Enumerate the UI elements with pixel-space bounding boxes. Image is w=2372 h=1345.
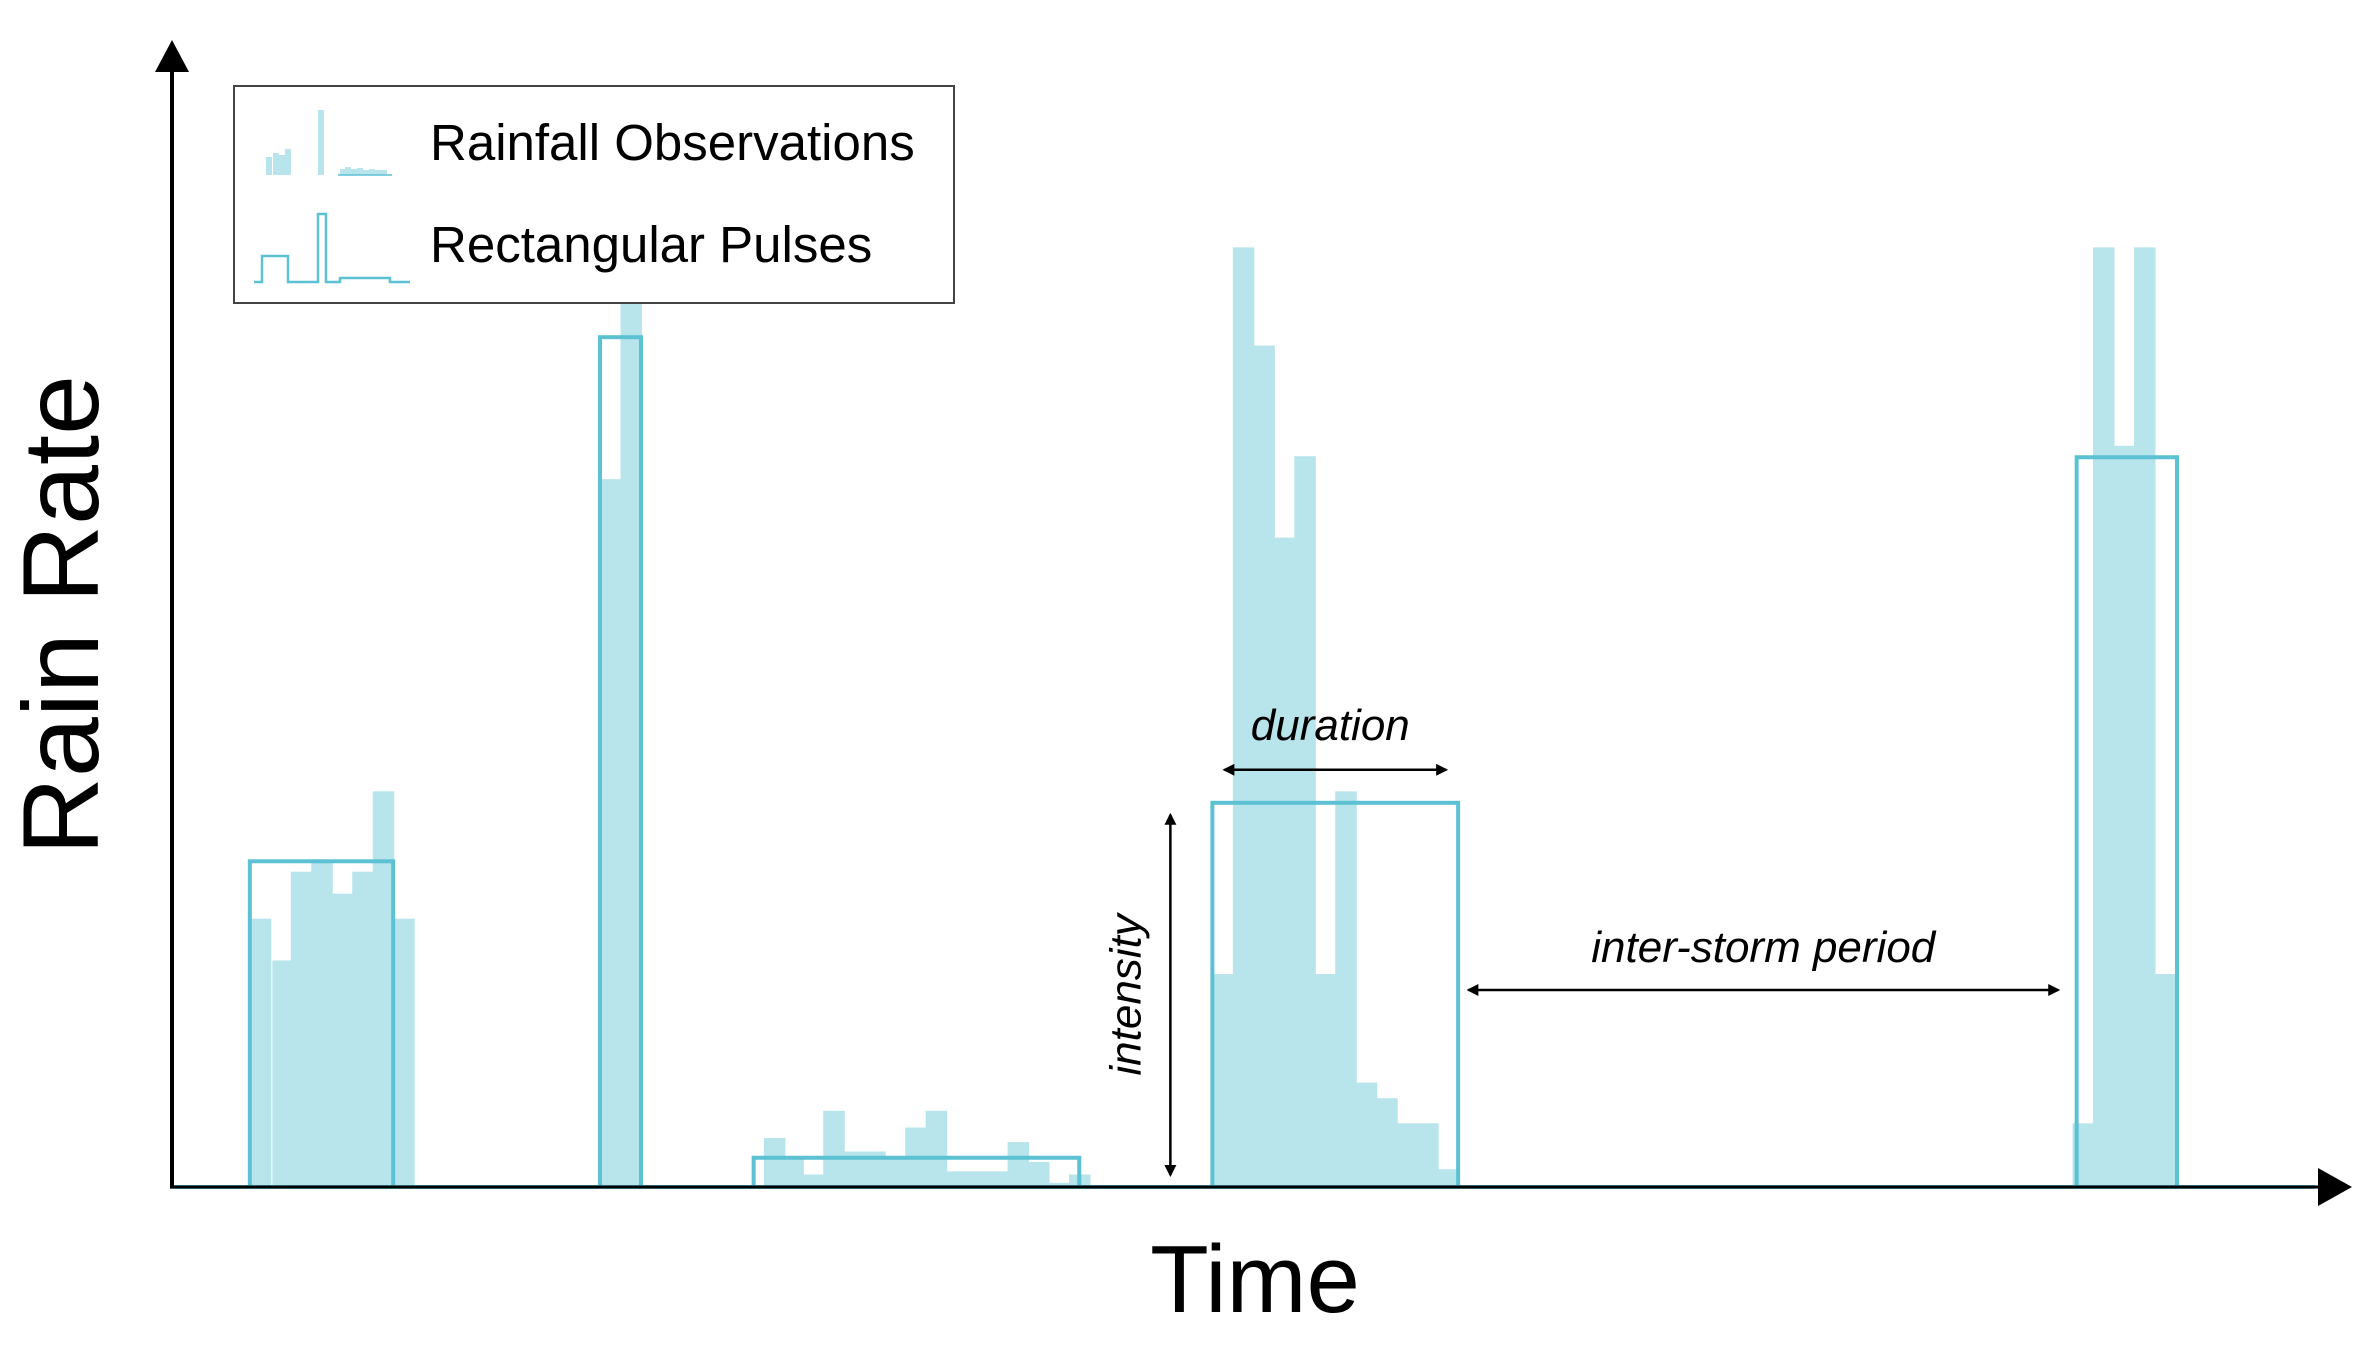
inter-storm-label: inter-storm period <box>1591 923 1937 972</box>
observation-bar-35 <box>1396 1123 1419 1187</box>
observation-bar-2 <box>290 871 313 1187</box>
y-axis-label: Rain Rate <box>0 375 121 855</box>
legend-mini-bar-5 <box>340 169 346 175</box>
observation-bar-24 <box>1048 1182 1071 1187</box>
observation-bar-8 <box>600 479 622 1188</box>
legend-mini-bar-10 <box>369 169 375 175</box>
observation-bar-30 <box>1294 456 1316 1187</box>
observation-bar-32 <box>1335 791 1357 1187</box>
x-axis-label: Time <box>1150 1226 1360 1333</box>
legend-mini-bar-4 <box>318 110 324 175</box>
duration-annotation: duration <box>1222 701 1449 776</box>
legend-mini-bar-6 <box>345 167 351 175</box>
observation-bar-39 <box>2093 247 2115 1187</box>
observation-bar-37 <box>1437 1169 1460 1187</box>
intensity-annotation: intensity <box>1101 812 1177 1177</box>
legend-mini-bar-2 <box>279 155 285 175</box>
observation-bar-19 <box>946 1171 968 1187</box>
observation-bar-40 <box>2113 445 2136 1187</box>
legend-box <box>233 85 955 304</box>
observation-bar-9 <box>620 274 643 1187</box>
observation-bar-23 <box>1028 1161 1050 1187</box>
observation-bar-6 <box>372 791 395 1187</box>
legend-mini-bar-7 <box>351 169 357 175</box>
observation-bar-16 <box>884 1158 907 1187</box>
observation-bar-27 <box>1232 247 1255 1187</box>
observation-bar-5 <box>352 871 374 1187</box>
x-axis <box>170 1168 2352 1206</box>
rectangular-pulses <box>247 335 2179 1189</box>
rainfall-observations-icon <box>266 110 392 176</box>
y-axis <box>155 40 189 1187</box>
observation-bar-29 <box>1273 537 1296 1187</box>
duration-label: duration <box>1251 701 1410 750</box>
legend-mini-bar-12 <box>381 170 387 175</box>
observation-bar-36 <box>1417 1123 1439 1187</box>
observation-bar-12 <box>802 1174 825 1187</box>
observation-bar-34 <box>1376 1098 1398 1187</box>
legend-label-pulses: Rectangular Pulses <box>430 216 872 273</box>
observation-bar-20 <box>966 1171 989 1187</box>
legend-mini-bar-11 <box>375 170 381 175</box>
x-axis-arrowhead <box>2318 1168 2352 1206</box>
observation-bar-0 <box>249 918 272 1187</box>
observation-bar-33 <box>1355 1082 1378 1187</box>
legend-mini-bar-3 <box>285 149 291 175</box>
y-axis-arrowhead <box>155 40 189 72</box>
inter-storm-annotation: inter-storm period <box>1466 923 2061 996</box>
intensity-label: intensity <box>1101 911 1150 1075</box>
rainfall-observations <box>249 247 2176 1188</box>
observation-bar-42 <box>2154 974 2176 1187</box>
legend-mini-bar-1 <box>273 153 279 175</box>
legend-mini-bar-0 <box>266 157 272 175</box>
observation-bar-11 <box>782 1158 804 1187</box>
legend-label-observations: Rainfall Observations <box>430 114 915 171</box>
observation-bar-4 <box>331 893 354 1187</box>
observation-bar-28 <box>1253 345 1275 1187</box>
rectangular-pulses-icon <box>254 212 410 284</box>
observation-bar-1 <box>272 960 294 1187</box>
legend-mini-bar-8 <box>357 168 363 175</box>
observation-bar-31 <box>1314 974 1337 1187</box>
observation-bar-26 <box>1212 974 1234 1187</box>
observation-bar-41 <box>2133 247 2156 1187</box>
observation-bar-7 <box>393 918 415 1187</box>
observation-bar-13 <box>823 1110 845 1187</box>
observation-bar-14 <box>843 1151 866 1187</box>
observation-bar-22 <box>1007 1142 1030 1187</box>
legend: Rainfall Observations Rectangular Pulses <box>233 85 955 304</box>
observation-bar-18 <box>925 1110 948 1187</box>
observation-bar-3 <box>311 861 333 1187</box>
observation-bar-10 <box>763 1137 786 1187</box>
observation-bar-15 <box>864 1151 886 1187</box>
legend-mini-pulse-path <box>254 212 410 284</box>
observation-bar-21 <box>987 1171 1009 1187</box>
legend-mini-bar-9 <box>363 170 369 175</box>
